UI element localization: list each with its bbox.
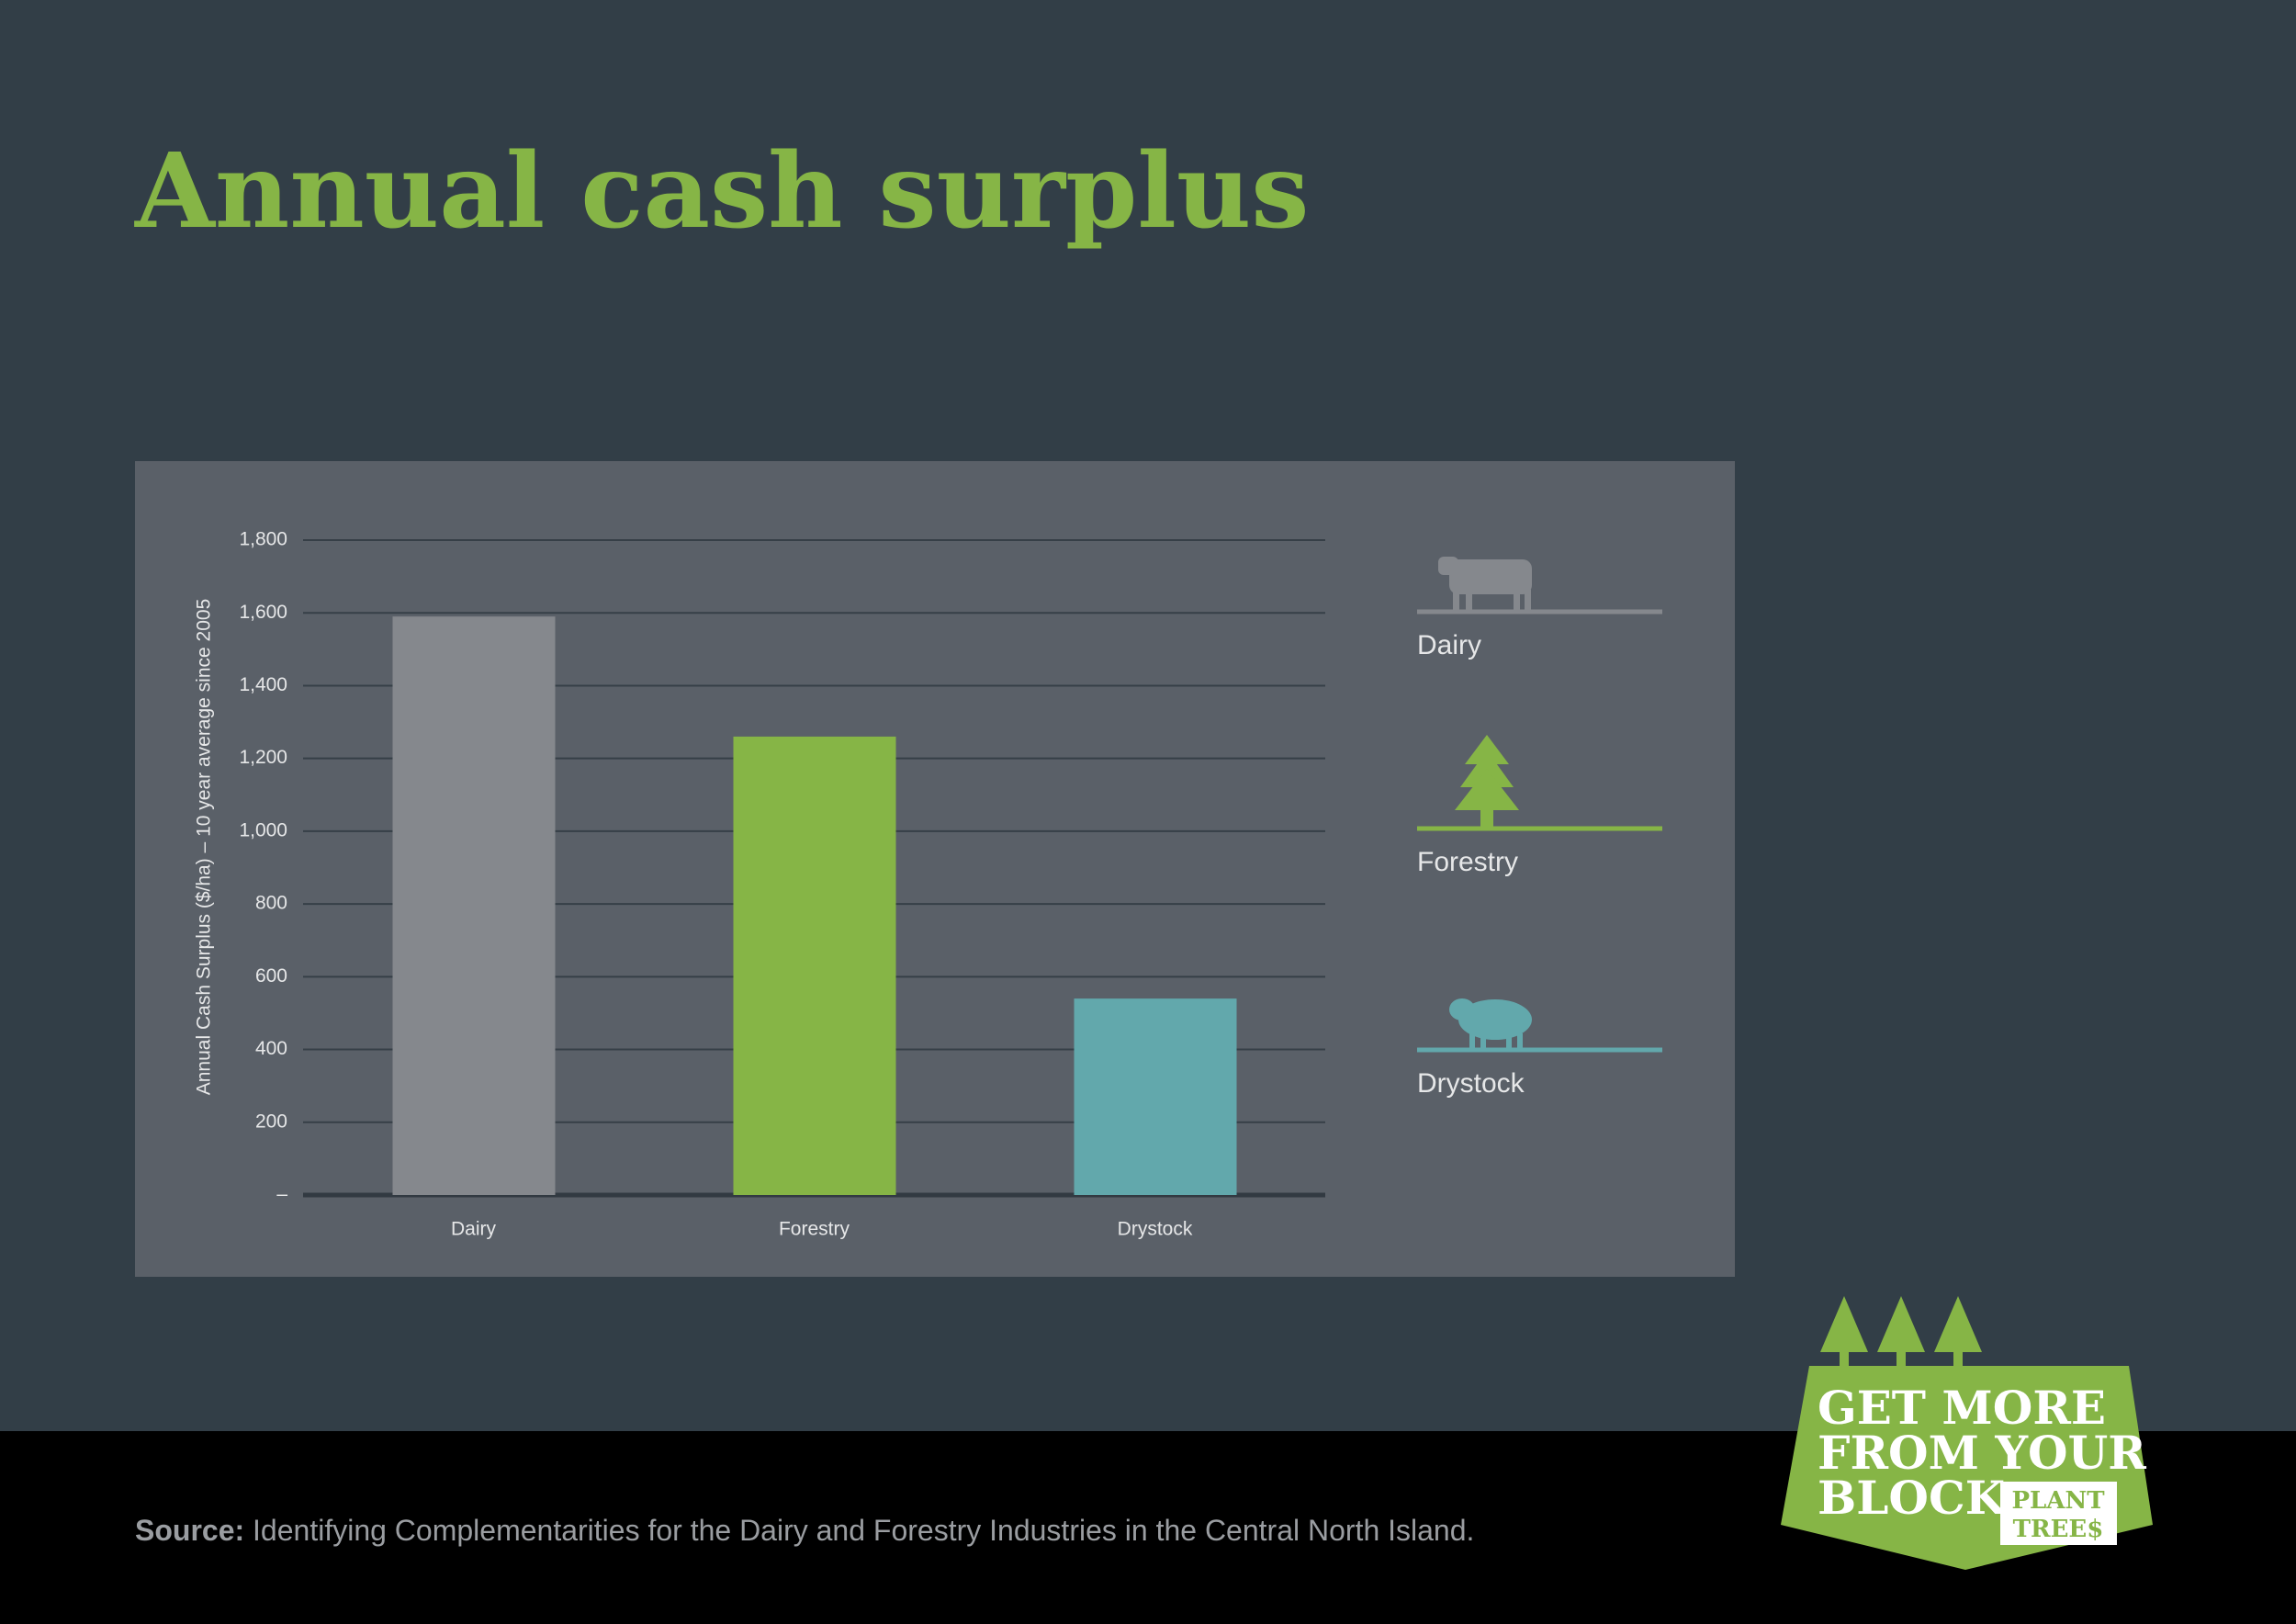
logo-trees [1820, 1296, 1982, 1369]
source: Source: Identifying Complementarities fo… [135, 1514, 1474, 1547]
logo-badge [2000, 1482, 2117, 1545]
chart-title: Annual cash surplus [134, 131, 1309, 252]
y-tick-label: 800 [255, 893, 287, 914]
logo: GET MORE FROM YOUR BLOCK PLANT TREE$ [1781, 1296, 2153, 1570]
icon-part [1466, 590, 1472, 610]
x-tick-label: Dairy [451, 1219, 497, 1240]
x-tick-label: Drystock [1118, 1219, 1193, 1240]
logo-line: GET MORE [1818, 1381, 2106, 1435]
source-label: Source: [135, 1514, 244, 1547]
y-tick-label: 1,200 [239, 747, 287, 768]
legend-icon [1455, 735, 1519, 827]
y-tick-label: 1,400 [239, 674, 287, 695]
legend-label: Drystock [1417, 1068, 1525, 1099]
legend-icon [1449, 998, 1532, 1048]
x-tick-label: Forestry [779, 1219, 850, 1240]
icon-part [1455, 769, 1519, 810]
icon-part [1465, 735, 1509, 764]
y-tick-label: 200 [255, 1111, 287, 1132]
logo-badge-text: PLANT [2011, 1487, 2105, 1515]
icon-part [1517, 1033, 1523, 1048]
y-tick-label: 600 [255, 965, 287, 987]
y-tick-label: – [276, 1184, 287, 1205]
bar [392, 616, 556, 1195]
legend-label: Dairy [1417, 630, 1481, 660]
icon-part [1514, 590, 1520, 610]
icon-part [1469, 1033, 1475, 1048]
legend-label: Forestry [1417, 847, 1518, 877]
icon-part [1453, 590, 1459, 610]
icon-part [1449, 559, 1532, 594]
y-tick-label: 1,000 [239, 819, 287, 840]
icon-part [1458, 999, 1532, 1040]
logo-badge-text: TREE$ [2013, 1516, 2104, 1543]
icon-part [1438, 557, 1458, 575]
logo-line: FROM YOUR [1818, 1426, 2146, 1480]
y-tick-label: 1,800 [239, 529, 287, 550]
y-axis-label: Annual Cash Surplus ($/ha) – 10 year ave… [194, 599, 215, 1096]
icon-part [1480, 1033, 1486, 1048]
y-tick-label: 400 [255, 1038, 287, 1059]
bar [733, 736, 896, 1195]
icon-part [1506, 1033, 1512, 1048]
source-text: Identifying Complementarities for the Da… [253, 1514, 1474, 1547]
y-tick-label: 1,600 [239, 602, 287, 623]
bar [1074, 998, 1237, 1195]
icon-part [1480, 808, 1493, 827]
icon-part [1525, 590, 1531, 610]
logo-line: BLOCK [1818, 1471, 2007, 1525]
icon-part [1449, 998, 1475, 1021]
legend-icon [1438, 557, 1532, 610]
